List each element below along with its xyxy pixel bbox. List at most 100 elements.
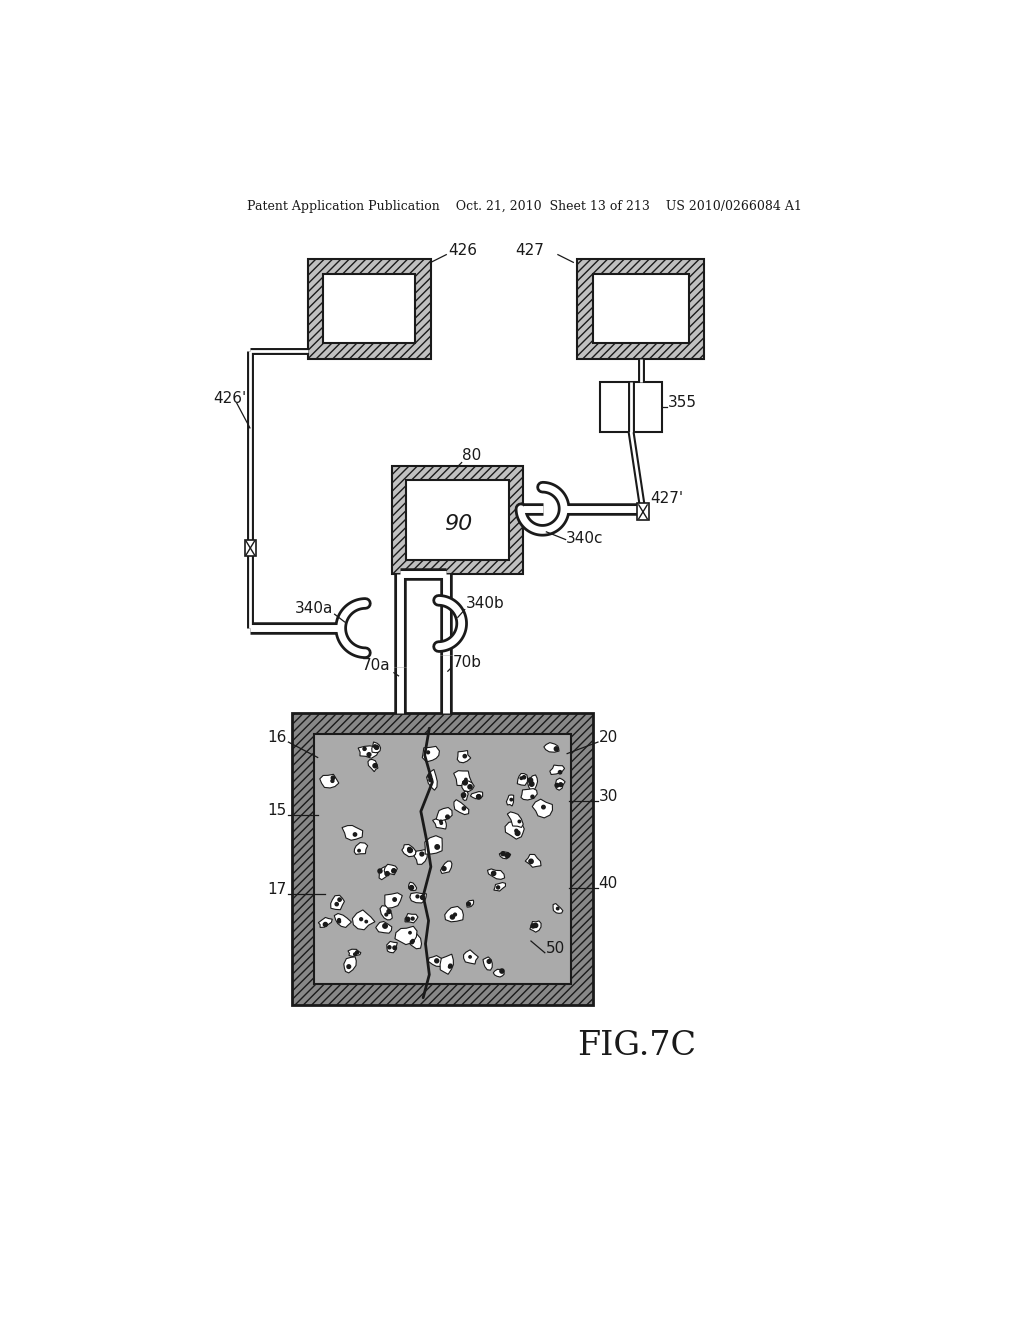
Circle shape (528, 777, 532, 783)
Bar (578, 259, 705, 359)
Circle shape (388, 945, 391, 949)
Polygon shape (553, 904, 563, 913)
Bar (593, 275, 689, 343)
Circle shape (534, 924, 538, 928)
Polygon shape (444, 907, 464, 921)
Bar (407, 480, 509, 561)
Circle shape (476, 795, 481, 799)
Text: 70b: 70b (453, 655, 481, 669)
Circle shape (421, 895, 425, 899)
Polygon shape (368, 759, 378, 772)
Circle shape (331, 776, 335, 780)
Circle shape (353, 953, 356, 956)
Polygon shape (432, 818, 446, 829)
Circle shape (462, 795, 465, 797)
Circle shape (462, 793, 466, 797)
Circle shape (408, 847, 413, 853)
Circle shape (469, 956, 471, 958)
Circle shape (378, 869, 382, 873)
Circle shape (542, 805, 545, 809)
Circle shape (505, 853, 510, 858)
Polygon shape (358, 746, 379, 758)
Circle shape (529, 781, 534, 787)
Polygon shape (521, 788, 538, 800)
Polygon shape (344, 957, 356, 973)
Circle shape (463, 755, 467, 758)
Circle shape (429, 777, 432, 781)
Polygon shape (550, 766, 564, 775)
Polygon shape (428, 956, 442, 966)
Polygon shape (342, 825, 362, 841)
Polygon shape (440, 861, 452, 874)
Circle shape (387, 909, 391, 913)
Circle shape (559, 783, 562, 787)
Text: 40: 40 (599, 876, 617, 891)
Circle shape (393, 946, 396, 949)
Text: 426': 426' (214, 391, 247, 407)
Polygon shape (352, 909, 375, 929)
Circle shape (435, 845, 439, 849)
Circle shape (355, 950, 358, 954)
Bar (292, 713, 593, 1006)
Polygon shape (427, 770, 437, 791)
Polygon shape (458, 751, 471, 763)
Polygon shape (395, 927, 417, 945)
Circle shape (385, 913, 388, 916)
Circle shape (375, 746, 379, 750)
Circle shape (392, 869, 395, 871)
Circle shape (463, 780, 467, 785)
Text: 340c: 340c (565, 532, 603, 546)
Circle shape (338, 919, 340, 921)
Circle shape (515, 830, 520, 836)
Circle shape (465, 779, 467, 780)
Polygon shape (436, 808, 453, 821)
Polygon shape (401, 845, 416, 857)
Bar (323, 275, 416, 343)
Circle shape (530, 795, 534, 799)
Circle shape (411, 941, 414, 944)
Text: 427': 427' (650, 491, 683, 507)
Circle shape (331, 779, 334, 783)
Circle shape (440, 822, 442, 825)
Text: 16: 16 (267, 730, 287, 744)
Polygon shape (384, 865, 397, 875)
Polygon shape (348, 949, 360, 957)
Circle shape (451, 915, 455, 919)
Text: Patent Application Publication    Oct. 21, 2010  Sheet 13 of 213    US 2010/0266: Patent Application Publication Oct. 21, … (248, 199, 802, 213)
Circle shape (558, 771, 562, 774)
Circle shape (449, 966, 451, 968)
Polygon shape (409, 882, 417, 891)
Circle shape (385, 871, 389, 875)
Text: 340a: 340a (295, 601, 333, 615)
Polygon shape (414, 850, 427, 865)
Text: 30: 30 (599, 788, 618, 804)
Polygon shape (454, 771, 472, 785)
Circle shape (338, 920, 341, 923)
Text: 15: 15 (267, 803, 287, 818)
Circle shape (393, 898, 396, 902)
Polygon shape (372, 742, 381, 752)
Polygon shape (505, 821, 524, 840)
Circle shape (412, 917, 414, 920)
Text: 20: 20 (599, 730, 617, 744)
Text: 426: 426 (447, 243, 477, 257)
Circle shape (362, 747, 367, 751)
Circle shape (501, 851, 505, 855)
Circle shape (492, 871, 496, 875)
Polygon shape (507, 812, 523, 828)
Bar (307, 259, 431, 359)
Circle shape (522, 776, 525, 779)
Polygon shape (379, 866, 391, 879)
Polygon shape (529, 921, 541, 932)
Polygon shape (385, 892, 402, 908)
Circle shape (374, 744, 376, 747)
Circle shape (427, 751, 429, 754)
Polygon shape (407, 932, 422, 949)
Circle shape (449, 964, 453, 968)
Circle shape (554, 747, 558, 751)
Circle shape (392, 869, 396, 873)
Text: 17: 17 (267, 882, 287, 898)
Bar (313, 734, 571, 983)
Circle shape (357, 849, 360, 851)
Circle shape (335, 903, 338, 906)
